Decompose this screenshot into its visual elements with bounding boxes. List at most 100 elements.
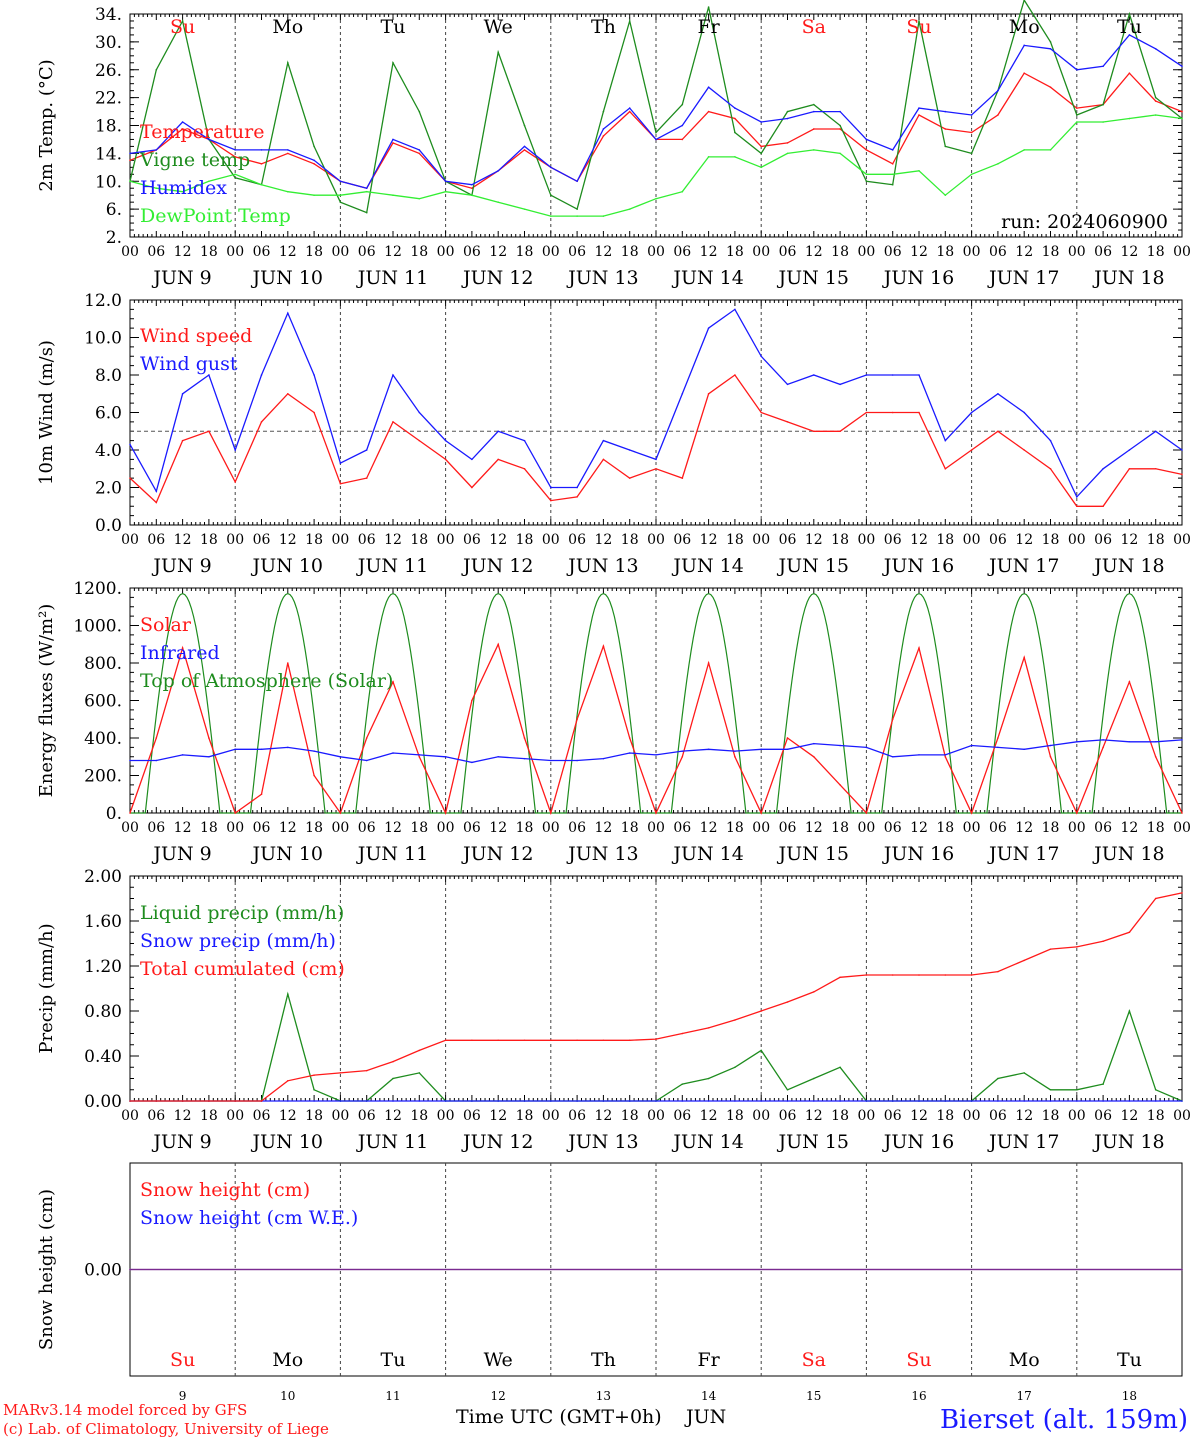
- data-point: [1076, 505, 1078, 508]
- data-point: [576, 718, 578, 721]
- data-point: [602, 110, 605, 113]
- data-point: [1023, 0, 1025, 1]
- data-point: [1102, 505, 1104, 508]
- station-name: Bierset (alt. 159m): [940, 1405, 1188, 1435]
- data-point: [181, 647, 184, 649]
- data-point: [234, 449, 236, 451]
- data-point: [734, 308, 736, 311]
- data-point: [523, 467, 526, 470]
- hour-label: 00: [226, 532, 244, 548]
- data-point: [997, 430, 999, 433]
- data-point: [550, 1100, 552, 1102]
- data-point: [155, 759, 158, 762]
- y-axis-label: Precip (mm/h): [36, 923, 57, 1053]
- data-point: [1049, 41, 1052, 43]
- data-point: [392, 1060, 394, 1063]
- data-point: [891, 173, 894, 176]
- hour-label: 18: [726, 532, 744, 548]
- data-point: [760, 411, 762, 414]
- hour-label: 06: [884, 532, 902, 548]
- data-point: [865, 374, 868, 376]
- data-point: [865, 138, 868, 141]
- data-point: [786, 737, 789, 739]
- day-name-top: Mo: [1009, 16, 1040, 38]
- hour-label-final: 00: [1173, 532, 1191, 548]
- date-label: JUN 16: [882, 267, 954, 289]
- hour-label: 06: [1094, 532, 1112, 548]
- data-point: [707, 748, 710, 751]
- data-point: [208, 138, 210, 141]
- data-point: [1154, 1100, 1157, 1102]
- data-point: [392, 421, 394, 423]
- data-point: [813, 430, 815, 433]
- y-tick-label: 26.: [95, 61, 122, 81]
- data-point: [628, 477, 631, 479]
- hour-label: 18: [305, 244, 323, 260]
- data-point: [786, 1100, 789, 1102]
- data-point: [576, 215, 578, 217]
- data-point: [523, 439, 526, 442]
- data-point: [260, 183, 263, 186]
- y-tick-label: 1000.: [73, 617, 122, 637]
- day-number: 10: [280, 1389, 295, 1403]
- data-point: [628, 208, 631, 210]
- data-point: [181, 20, 184, 22]
- hour-label-final: 00: [1173, 1108, 1191, 1124]
- data-point: [313, 163, 315, 165]
- data-point: [392, 1077, 394, 1080]
- data-point: [550, 194, 552, 196]
- data-point: [392, 374, 394, 376]
- hour-label: 18: [726, 244, 744, 260]
- y-tick-label: 0.40: [84, 1047, 122, 1067]
- hour-label: 00: [121, 532, 139, 548]
- data-point: [970, 131, 973, 134]
- data-point: [865, 149, 868, 151]
- hour-label: 18: [305, 1108, 323, 1124]
- data-point: [839, 430, 841, 433]
- hour-label: 00: [331, 1108, 349, 1124]
- hour-label: 18: [831, 532, 849, 548]
- data-point: [786, 152, 789, 155]
- data-point: [155, 149, 158, 151]
- data-point: [1102, 1100, 1104, 1102]
- hour-label: 12: [174, 532, 192, 548]
- data-point: [628, 107, 631, 109]
- data-point: [918, 974, 920, 976]
- data-point: [865, 173, 868, 176]
- hour-label: 12: [1015, 820, 1033, 836]
- data-point: [1154, 100, 1157, 102]
- day-number: 11: [385, 1389, 400, 1403]
- data-point: [444, 812, 447, 814]
- hour-label: 00: [121, 820, 139, 836]
- data-point: [1076, 496, 1078, 498]
- date-label: JUN 15: [777, 1131, 849, 1153]
- data-point: [707, 1100, 710, 1102]
- day-name-top: Fr: [697, 16, 720, 38]
- data-point: [1102, 746, 1104, 749]
- hour-label: 12: [1015, 244, 1033, 260]
- hour-label: 06: [1094, 820, 1112, 836]
- data-point: [1181, 812, 1183, 814]
- data-point: [313, 750, 315, 752]
- data-point: [813, 149, 815, 151]
- data-point: [418, 149, 421, 151]
- data-point: [1049, 1100, 1052, 1102]
- data-point: [313, 1074, 315, 1076]
- data-point: [234, 149, 236, 151]
- hour-label: 12: [279, 1108, 297, 1124]
- data-point: [129, 477, 131, 479]
- data-point: [1023, 149, 1025, 151]
- hour-label: 12: [700, 1108, 718, 1124]
- data-point: [181, 128, 184, 130]
- data-point: [523, 757, 526, 760]
- date-label: JUN 12: [461, 843, 533, 865]
- data-point: [760, 748, 762, 751]
- data-point: [576, 759, 578, 762]
- data-point: [734, 374, 736, 376]
- hour-label: 12: [1120, 244, 1138, 260]
- y-tick-label: 1200.: [73, 579, 122, 599]
- data-point: [1076, 812, 1078, 814]
- data-point: [339, 194, 342, 196]
- data-point: [734, 107, 736, 109]
- data-point: [839, 152, 841, 155]
